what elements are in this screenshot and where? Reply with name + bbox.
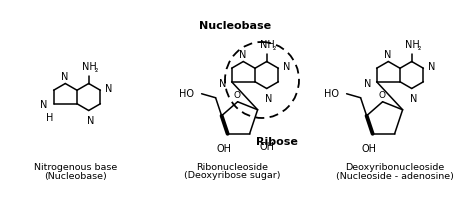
Text: OH: OH: [361, 144, 376, 154]
Text: ₂: ₂: [273, 43, 276, 52]
Text: (Nucleoside - adenosine): (Nucleoside - adenosine): [336, 172, 454, 181]
Text: N: N: [283, 62, 291, 72]
Text: OH: OH: [216, 144, 231, 154]
Text: NH: NH: [260, 41, 275, 51]
Text: N: N: [364, 79, 372, 89]
Text: (Deoxyribose sugar): (Deoxyribose sugar): [184, 172, 280, 181]
Text: O: O: [378, 91, 385, 100]
Text: N: N: [219, 79, 227, 89]
Text: N: N: [410, 94, 418, 104]
Text: ₂: ₂: [418, 43, 421, 52]
Text: ₂: ₂: [95, 65, 98, 74]
Text: HO: HO: [324, 89, 338, 99]
Text: Ribose: Ribose: [255, 137, 298, 147]
Text: O: O: [233, 91, 240, 100]
Text: N: N: [238, 51, 246, 61]
Text: N: N: [265, 94, 273, 104]
Text: Ribonucleoside: Ribonucleoside: [196, 163, 268, 172]
Text: (Nucleobase): (Nucleobase): [45, 172, 108, 181]
Text: N: N: [428, 62, 436, 72]
Text: H: H: [46, 113, 53, 123]
Text: HO: HO: [179, 89, 193, 99]
Text: NH: NH: [82, 62, 97, 72]
Text: N: N: [383, 51, 391, 61]
Text: NH: NH: [405, 41, 420, 51]
Text: OH: OH: [260, 142, 274, 152]
Text: N: N: [61, 72, 68, 82]
Text: N: N: [87, 116, 94, 126]
Text: Deoxyribonucleoside: Deoxyribonucleoside: [346, 163, 445, 172]
Text: N: N: [105, 84, 113, 94]
Text: N: N: [40, 100, 47, 110]
Text: Nitrogenous base: Nitrogenous base: [35, 163, 118, 172]
Text: Nucleobase: Nucleobase: [199, 21, 271, 31]
